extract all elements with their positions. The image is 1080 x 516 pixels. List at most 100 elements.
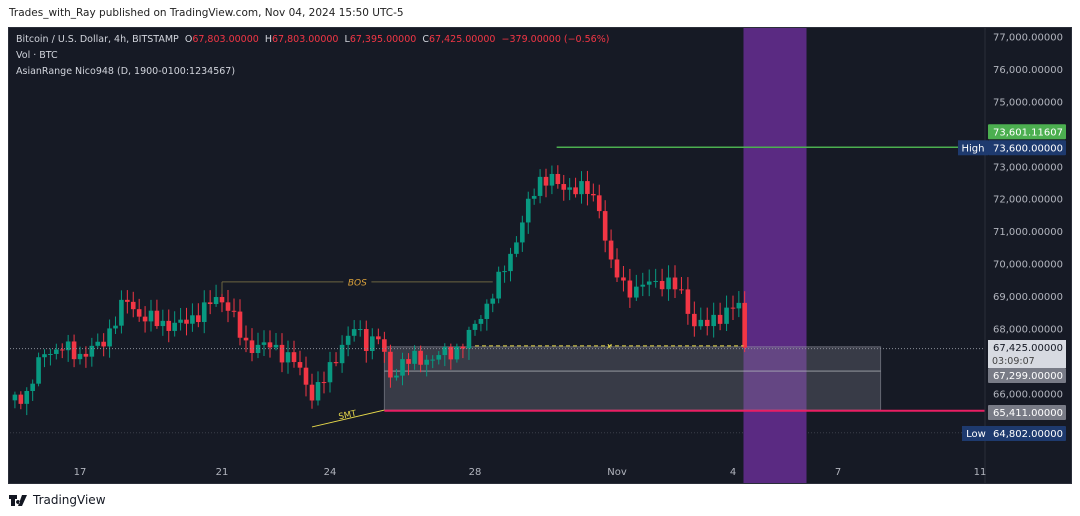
candle-body [585, 181, 590, 194]
candle-body [698, 319, 704, 327]
candle-body [237, 311, 243, 338]
candle-body [508, 253, 513, 272]
candle-body [376, 336, 381, 340]
candle-body [315, 382, 321, 401]
price-tick-label: 75,000.00000 [993, 97, 1063, 108]
candle-body [219, 297, 225, 303]
change-value: −379.00000 (−0.56%) [501, 34, 610, 45]
range-low-tag-bg [988, 405, 1066, 420]
candle-body [160, 320, 166, 327]
low-value: 67,395.00000 [349, 34, 417, 45]
time-tick-label: 21 [216, 467, 229, 478]
open-label: O [184, 34, 193, 45]
candle-body [243, 337, 249, 341]
candle-body [369, 336, 375, 351]
candle-body [65, 341, 71, 351]
candle-body [418, 350, 423, 365]
candle-body [267, 342, 273, 348]
candle-body [119, 299, 124, 326]
candle-body [77, 353, 83, 360]
high-price-tag-bg [988, 124, 1066, 140]
chart-panel[interactable] [8, 27, 1072, 484]
candle-body [659, 280, 665, 290]
candle-body [388, 351, 393, 378]
time-tick-label: Nov [607, 467, 627, 478]
candle-body [724, 307, 729, 324]
candle-body [357, 329, 363, 331]
candle-body [148, 310, 154, 322]
candle-body [502, 271, 507, 273]
candle-body [634, 286, 639, 298]
publisher-line: Trades_with_Ray published on TradingView… [9, 7, 404, 19]
candle-body [382, 339, 387, 352]
price-tick-label: 69,000.00000 [993, 292, 1063, 303]
candle-body [166, 320, 172, 331]
smt-line [311, 409, 385, 428]
range-mid-tag: 67,299.00000 [993, 371, 1063, 382]
candle-body [579, 181, 584, 195]
candle-body [394, 375, 399, 378]
candle-body [339, 344, 345, 364]
candle-body [303, 367, 309, 385]
candle-body [653, 280, 658, 282]
price-tick-label: 77,000.00000 [993, 33, 1063, 44]
candle-body [520, 222, 525, 243]
candle-body [71, 341, 77, 360]
candle-body [321, 382, 327, 384]
candle-body [666, 277, 671, 290]
candle-body [327, 362, 333, 383]
candle-body [537, 176, 543, 196]
high-label: High [962, 143, 985, 154]
range-low-tag: 65,411.00000 [993, 408, 1063, 419]
candle-body [59, 349, 65, 351]
candle-body [466, 329, 472, 349]
candle-body [567, 187, 572, 190]
candle-body [640, 284, 646, 287]
candle-body [18, 394, 24, 404]
high-price-tag: 73,601.11607 [993, 127, 1063, 138]
candle-body [207, 302, 213, 305]
candle-body [255, 344, 261, 354]
candle-body [484, 303, 490, 319]
candle-body [742, 302, 747, 348]
candle-body [213, 297, 219, 305]
candle-body [333, 362, 339, 364]
candle-body [621, 277, 626, 281]
high-label: H [264, 34, 272, 45]
candle-body [460, 346, 466, 349]
time-tick-label: 24 [324, 467, 337, 478]
candle-body [297, 362, 303, 368]
candle-body [596, 195, 602, 212]
symbol-title[interactable]: Bitcoin / U.S. Dollar, 4h, BITSTAMP [16, 34, 179, 45]
time-tick-label: 7 [835, 467, 841, 478]
time-tick-label: 4 [730, 467, 736, 478]
price-tick-label: 66,000.00000 [993, 389, 1063, 400]
candle-body [736, 302, 742, 309]
x-level-label: x [606, 342, 613, 352]
candle-body [478, 318, 484, 324]
candle-body [496, 271, 501, 299]
low-label-bg [962, 426, 990, 441]
volume-indicator-label[interactable]: Vol · BTC [16, 50, 58, 61]
time-tick-label: 17 [74, 467, 87, 478]
candle-body [107, 328, 112, 347]
tradingview-logo[interactable]: TradingView [9, 493, 106, 507]
candle-body [412, 350, 417, 364]
range-mid-tag-bg [988, 368, 1066, 383]
low-label: L [344, 34, 350, 45]
bos-label: BOS [348, 278, 367, 288]
candle-body [279, 344, 285, 363]
candle-body [351, 329, 357, 336]
candle-body [190, 315, 195, 324]
high-label-bg [958, 140, 988, 156]
candle-body [525, 198, 531, 223]
bos-label-bg [343, 275, 372, 288]
candle-body [608, 240, 614, 260]
candle-body [48, 353, 53, 355]
price-tick-label: 72,000.00000 [993, 195, 1063, 206]
candle-body [113, 325, 118, 329]
high-value: 67,803.00000 [272, 34, 339, 45]
asian-range-indicator-label[interactable]: AsianRange Nico948 (D, 1900-0100:1234567… [16, 66, 236, 77]
candle-body [442, 346, 448, 356]
